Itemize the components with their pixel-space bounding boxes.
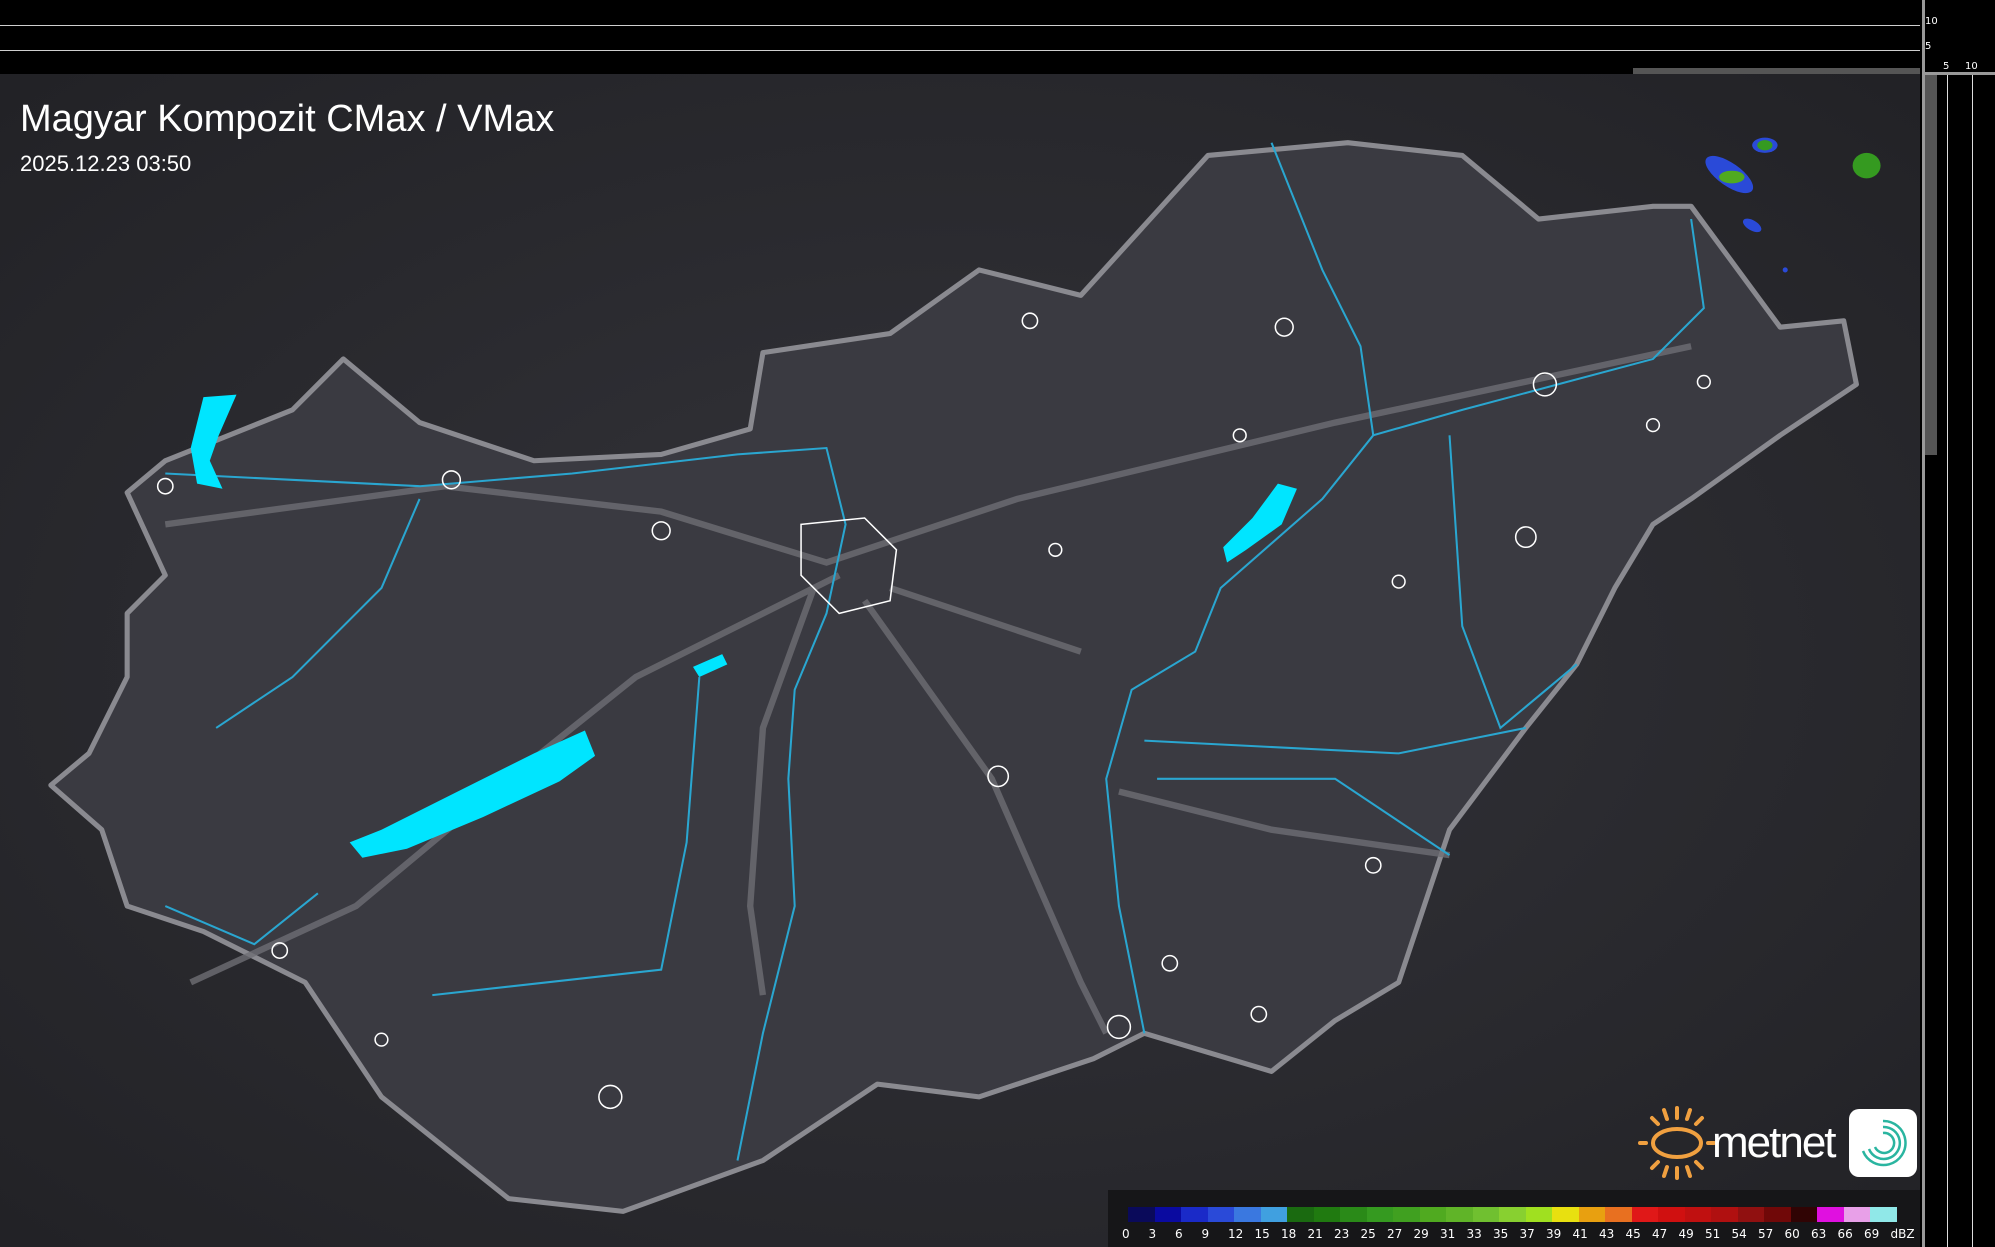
legend-label: 0 [1122,1227,1130,1241]
legend-label: 9 [1201,1227,1210,1241]
map-title: Magyar Kompozit CMax / VMax [20,98,555,140]
map-timestamp: 2025.12.23 03:50 [20,151,192,176]
legend-label: 25 [1360,1227,1376,1241]
metnet-logo[interactable]: metnet [1638,1104,1917,1182]
lake-balaton [349,730,596,858]
legend-label: 6 [1175,1227,1183,1241]
panel-divider [1922,72,1995,75]
legend-swatch [1817,1207,1844,1222]
legend-label: 39 [1546,1227,1562,1241]
tick-label: 10 [1965,61,1978,72]
legend-label: 15 [1254,1227,1270,1241]
legend-swatch [1578,1207,1605,1222]
legend-label: 57 [1758,1227,1774,1241]
legend-swatch [1234,1207,1261,1222]
legend-swatch [1181,1207,1208,1222]
grid-line-10 [1972,75,1973,1247]
legend-swatch [1366,1207,1393,1222]
legend-label: 21 [1307,1227,1323,1241]
lake-ferto [190,394,237,489]
radar-map[interactable] [0,74,1920,1247]
legend-label: 12 [1228,1227,1244,1241]
legend-label: 63 [1811,1227,1827,1241]
legend-label: 33 [1466,1227,1482,1241]
lakes [190,394,1297,858]
legend-swatch [1154,1207,1181,1222]
legend-label: 69 [1864,1227,1880,1241]
legend-label: 41 [1572,1227,1588,1241]
legend-label: 49 [1678,1227,1694,1241]
legend-swatch [1128,1207,1155,1222]
legend-label: 31 [1440,1227,1456,1241]
legend-swatch [1870,1207,1897,1222]
grid-line-5 [0,50,1920,51]
legend-label: 29 [1413,1227,1429,1241]
legend-color-scale [1128,1207,1897,1222]
lake-velence [692,654,728,678]
legend-label: 47 [1652,1227,1668,1241]
panel-divider [1922,0,1925,1247]
legend-unit: dBZ [1890,1227,1915,1241]
legend-swatch [1605,1207,1632,1222]
legend-swatch [1446,1207,1473,1222]
grid-line-5 [1947,75,1948,1247]
legend-labels: 0 3 6 9 12 15 18 21 23 25 27 29 31 33 35 37 39 41 43 45 47 49… [1122,1227,1915,1241]
legend-label: 3 [1148,1227,1157,1241]
dbz-color-legend: 0 3 6 9 12 15 18 21 23 25 27 29 31 33 35 37 39 41 43 45 47 49… [1108,1190,1920,1247]
legend-swatch [1684,1207,1711,1222]
tick-label: 10 [1925,16,1938,27]
legend-label: 37 [1519,1227,1535,1241]
legend-label: 51 [1705,1227,1721,1241]
app-swirl-icon [1848,1109,1917,1177]
profile-bar [1633,68,1920,74]
legend-label: 18 [1281,1227,1297,1241]
legend-label: 54 [1731,1227,1747,1241]
legend-label: 66 [1837,1227,1853,1241]
sun-icon [1638,1106,1716,1180]
profile-bar [1925,75,1937,455]
logo-text: metnet [1712,1118,1837,1167]
legend-swatch [1843,1207,1870,1222]
legend-swatch [1764,1207,1791,1222]
legend-swatch [1631,1207,1658,1222]
legend-swatch [1260,1207,1287,1222]
rivers [164,142,1705,1161]
grid-line-10 [0,25,1920,26]
legend-swatch [1658,1207,1685,1222]
legend-swatch [1552,1207,1579,1222]
legend-swatch [1287,1207,1314,1222]
legend-label: 43 [1599,1227,1615,1241]
legend-swatch [1313,1207,1340,1222]
legend-label: 45 [1625,1227,1641,1241]
precipitation-echoes [1705,137,1881,273]
legend-label: 60 [1784,1227,1800,1241]
tick-label: 5 [1943,61,1950,72]
legend-swatch [1711,1207,1738,1222]
tick-label: 5 [1925,41,1932,52]
legend-swatch [1419,1207,1446,1222]
settlements [156,312,1711,1110]
side-profile-panel: 10 5 5 10 [1922,0,1995,1247]
legend-swatch [1525,1207,1552,1222]
top-profile-panel [0,0,1922,74]
legend-swatch [1499,1207,1526,1222]
legend-swatch [1737,1207,1764,1222]
legend-label: 23 [1334,1227,1350,1241]
legend-swatch [1207,1207,1234,1222]
legend-swatch [1393,1207,1420,1222]
legend-label: 35 [1493,1227,1509,1241]
legend-swatch [1472,1207,1499,1222]
lake-tisza [1223,483,1297,563]
legend-swatch [1340,1207,1367,1222]
legend-swatch [1790,1207,1817,1222]
legend-label: 27 [1387,1227,1403,1241]
